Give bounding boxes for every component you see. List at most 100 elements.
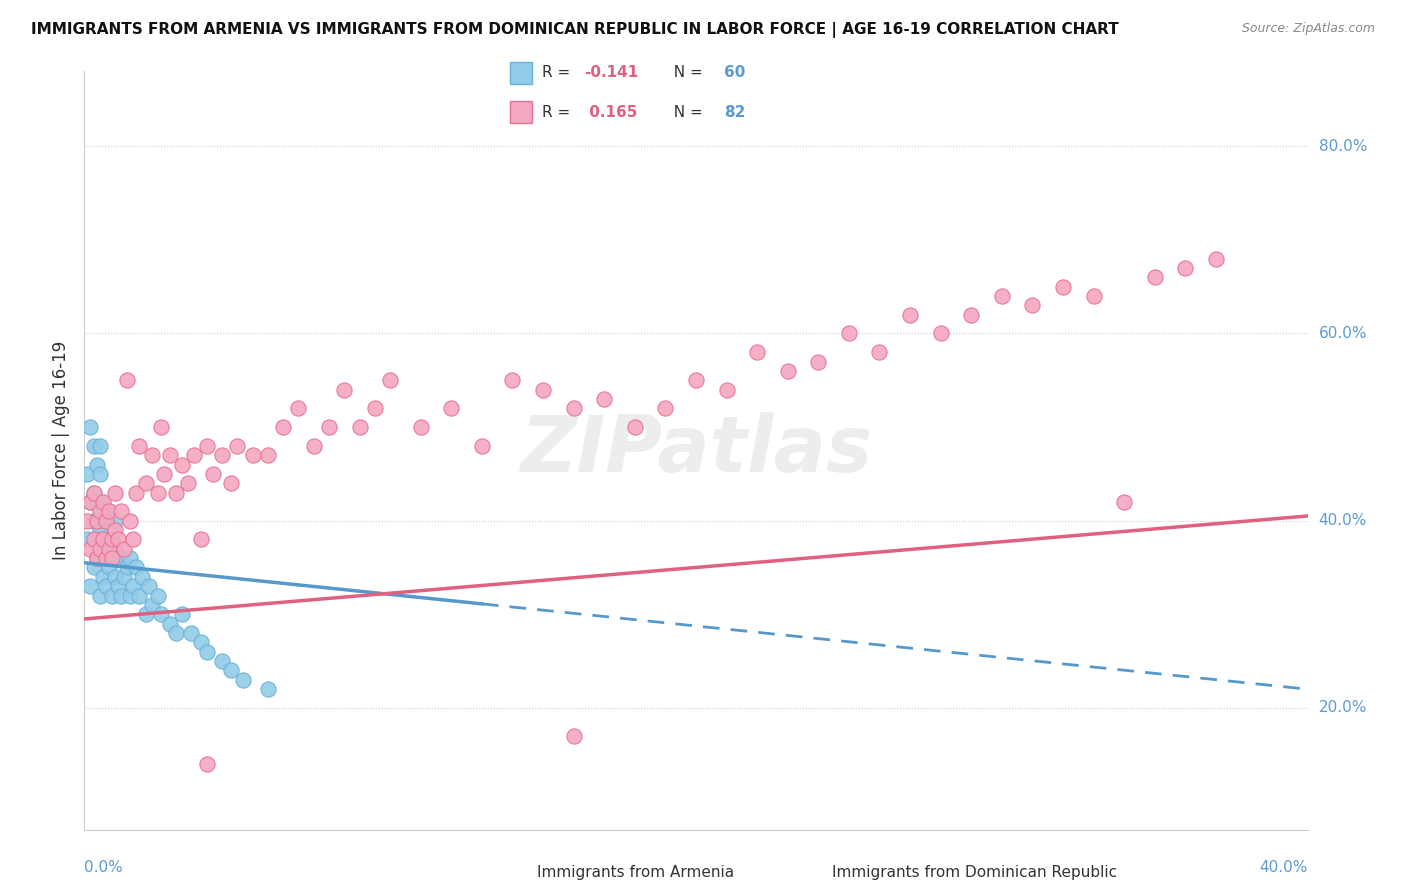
Point [94, 514, 117, 528]
Point [125, 560, 148, 574]
Point [97, 533, 120, 547]
Point [219, 664, 242, 678]
Point [104, 570, 127, 584]
Point [1021, 298, 1043, 312]
Point [79, 420, 101, 434]
Point [104, 541, 127, 556]
Point [1114, 495, 1136, 509]
Point [180, 626, 202, 640]
Point [112, 570, 135, 584]
Text: 80.0%: 80.0% [1319, 139, 1367, 153]
Point [131, 570, 153, 584]
Point [333, 383, 356, 397]
Point [104, 523, 127, 537]
Point [101, 551, 124, 566]
Point [409, 420, 432, 434]
Point [83, 533, 105, 547]
Point [79, 579, 101, 593]
Point [89, 495, 111, 509]
Point [153, 467, 176, 481]
Text: 0.0%: 0.0% [84, 860, 124, 875]
Point [201, 467, 224, 481]
Point [94, 541, 117, 556]
FancyBboxPatch shape [510, 101, 531, 123]
Point [86, 551, 108, 566]
Point [86, 495, 108, 509]
Point [211, 654, 233, 668]
Text: 60: 60 [724, 65, 745, 80]
Point [104, 514, 127, 528]
Point [183, 448, 205, 462]
Point [89, 467, 111, 481]
Point [807, 354, 830, 368]
Point [562, 401, 585, 416]
Point [747, 345, 769, 359]
Point [115, 373, 138, 387]
Point [97, 504, 120, 518]
Point [76, 514, 98, 528]
Point [128, 589, 150, 603]
Point [76, 533, 98, 547]
Point [125, 485, 148, 500]
Text: 82: 82 [724, 104, 745, 120]
Point [195, 645, 218, 659]
Point [380, 373, 402, 387]
Point [76, 467, 98, 481]
Point [101, 533, 124, 547]
Text: R =: R = [541, 65, 575, 80]
Point [128, 439, 150, 453]
Point [94, 551, 117, 566]
Point [122, 533, 145, 547]
Point [593, 392, 616, 406]
Point [112, 541, 135, 556]
Point [226, 439, 249, 453]
Point [86, 551, 108, 566]
Point [1083, 289, 1105, 303]
Point [97, 504, 120, 518]
Point [135, 607, 157, 622]
Point [138, 579, 160, 593]
Point [110, 589, 132, 603]
Text: -0.141: -0.141 [583, 65, 638, 80]
Point [141, 598, 163, 612]
Point [776, 364, 799, 378]
Point [83, 560, 105, 574]
Point [89, 541, 111, 556]
Point [79, 495, 101, 509]
Point [79, 495, 101, 509]
Point [440, 401, 463, 416]
Point [89, 523, 111, 537]
Point [624, 420, 647, 434]
Text: 40.0%: 40.0% [1319, 513, 1367, 528]
Point [83, 485, 105, 500]
Text: 60.0%: 60.0% [1319, 326, 1367, 341]
Point [257, 448, 280, 462]
Point [110, 504, 132, 518]
Point [107, 551, 129, 566]
Point [318, 420, 340, 434]
Point [1052, 279, 1074, 293]
Point [94, 514, 117, 528]
Point [91, 504, 114, 518]
Text: N =: N = [664, 104, 707, 120]
Point [960, 308, 983, 322]
Text: Source: ZipAtlas.com: Source: ZipAtlas.com [1241, 22, 1375, 36]
Point [97, 541, 120, 556]
Point [122, 579, 145, 593]
Text: Immigrants from Dominican Republic: Immigrants from Dominican Republic [832, 865, 1118, 880]
Point [716, 383, 738, 397]
Point [83, 485, 105, 500]
Point [146, 485, 169, 500]
Point [991, 289, 1014, 303]
Y-axis label: In Labor Force | Age 16-19: In Labor Force | Age 16-19 [52, 341, 70, 560]
Point [165, 626, 187, 640]
Point [364, 401, 387, 416]
Point [242, 448, 264, 462]
Text: N =: N = [664, 65, 707, 80]
Point [929, 326, 952, 341]
Point [120, 514, 142, 528]
Point [1174, 260, 1197, 275]
Text: 20.0%: 20.0% [1319, 700, 1367, 715]
Point [232, 673, 254, 687]
Point [685, 373, 707, 387]
